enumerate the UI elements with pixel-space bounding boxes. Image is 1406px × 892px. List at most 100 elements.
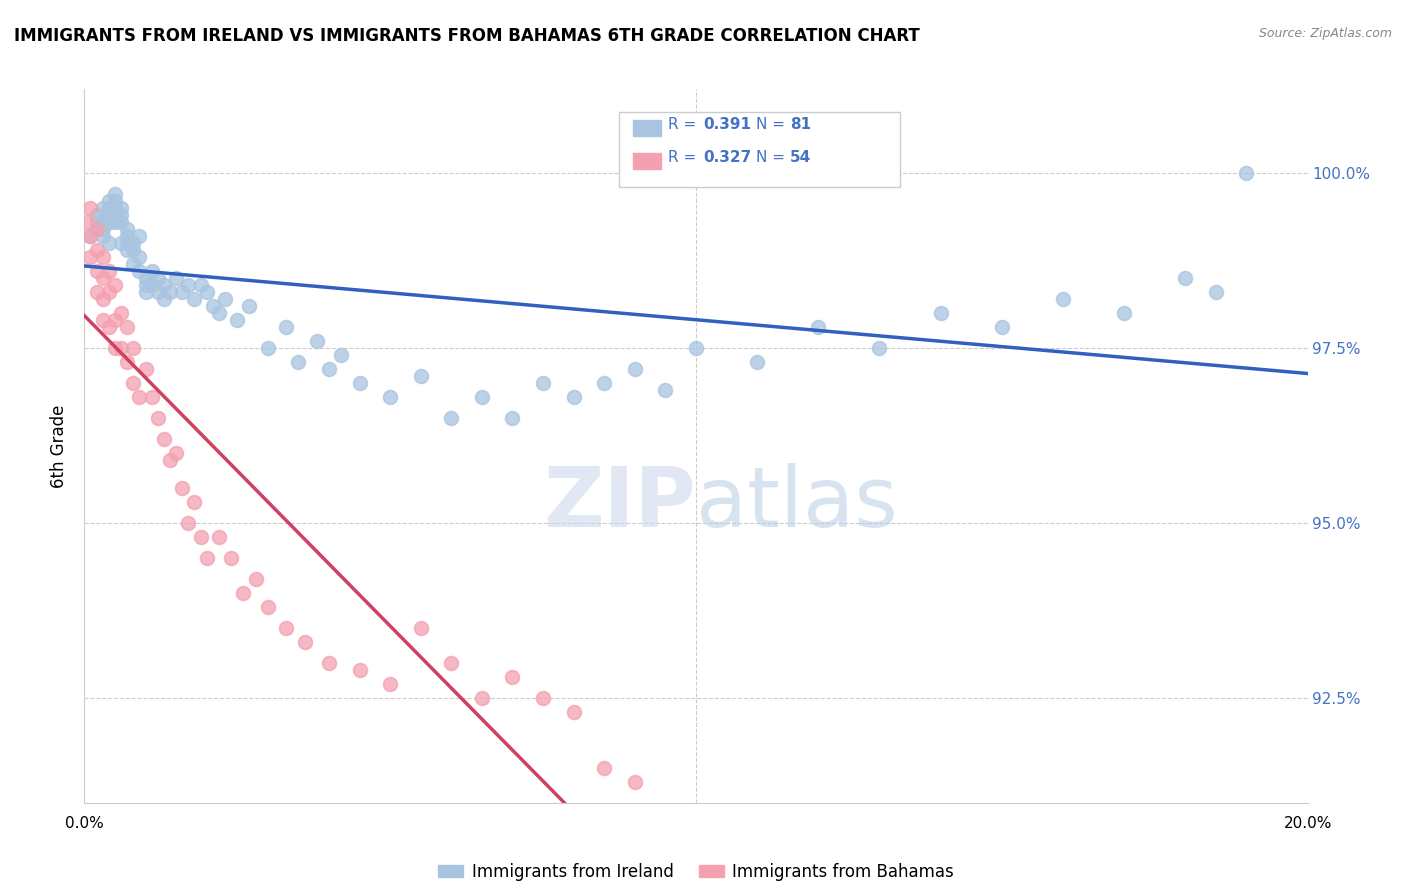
Point xyxy=(128,250,150,264)
Point xyxy=(747,355,769,369)
Point xyxy=(245,572,267,586)
Point xyxy=(104,313,127,327)
Point xyxy=(807,320,830,334)
Point xyxy=(685,341,707,355)
Point xyxy=(104,341,127,355)
Point xyxy=(79,201,101,215)
Point xyxy=(190,530,212,544)
Point xyxy=(238,299,260,313)
Text: R =: R = xyxy=(668,151,702,165)
Point xyxy=(110,208,132,222)
Point xyxy=(86,222,108,236)
Point xyxy=(97,194,120,208)
Point xyxy=(122,236,145,251)
Point xyxy=(141,390,163,404)
Point xyxy=(440,656,463,670)
Point xyxy=(1052,292,1074,306)
Point xyxy=(165,446,187,460)
Point xyxy=(86,208,108,222)
Point xyxy=(380,677,402,691)
Point xyxy=(146,411,169,425)
Point xyxy=(294,635,316,649)
Point xyxy=(110,201,132,215)
Point xyxy=(172,481,194,495)
Point xyxy=(91,215,114,229)
Point xyxy=(1114,306,1136,320)
Point xyxy=(135,362,157,376)
Point xyxy=(104,215,127,229)
Point xyxy=(232,586,254,600)
Point xyxy=(76,215,98,229)
Point xyxy=(122,257,145,271)
Point xyxy=(654,383,676,397)
Point xyxy=(440,411,463,425)
Point xyxy=(562,705,585,719)
Point xyxy=(104,194,127,208)
Point xyxy=(104,208,127,222)
Text: 81: 81 xyxy=(790,118,811,132)
Point xyxy=(79,250,101,264)
Point xyxy=(349,376,371,390)
Text: 0.0%: 0.0% xyxy=(65,816,104,831)
Point xyxy=(330,348,353,362)
Text: 54: 54 xyxy=(790,151,811,165)
Point xyxy=(122,243,145,257)
Point xyxy=(153,432,176,446)
Point xyxy=(115,236,138,251)
Point xyxy=(110,236,132,251)
Point xyxy=(305,334,328,348)
Point xyxy=(86,264,108,278)
Point xyxy=(201,299,224,313)
Point xyxy=(183,495,205,509)
Point xyxy=(195,285,218,299)
Point xyxy=(869,341,891,355)
Point xyxy=(86,215,108,229)
Point xyxy=(128,390,150,404)
Point xyxy=(104,278,127,293)
Point xyxy=(624,774,647,789)
Legend: Immigrants from Ireland, Immigrants from Bahamas: Immigrants from Ireland, Immigrants from… xyxy=(432,856,960,888)
Point xyxy=(624,362,647,376)
Point xyxy=(593,761,616,775)
Point xyxy=(257,599,280,614)
Point xyxy=(991,320,1014,334)
Point xyxy=(122,341,145,355)
Point xyxy=(195,550,218,565)
Point xyxy=(190,278,212,293)
Point xyxy=(146,271,169,285)
Text: 0.391: 0.391 xyxy=(703,118,751,132)
Point xyxy=(1174,271,1197,285)
Text: IMMIGRANTS FROM IRELAND VS IMMIGRANTS FROM BAHAMAS 6TH GRADE CORRELATION CHART: IMMIGRANTS FROM IRELAND VS IMMIGRANTS FR… xyxy=(14,27,920,45)
Point xyxy=(97,236,120,251)
Point xyxy=(318,656,340,670)
Point xyxy=(562,390,585,404)
Point xyxy=(380,390,402,404)
Text: N =: N = xyxy=(756,151,790,165)
Point xyxy=(471,690,494,705)
Point xyxy=(135,285,157,299)
Point xyxy=(349,663,371,677)
Point xyxy=(91,222,114,236)
Point xyxy=(1205,285,1227,299)
Point xyxy=(79,229,101,244)
Point xyxy=(929,306,952,320)
Text: 20.0%: 20.0% xyxy=(1284,816,1331,831)
Point xyxy=(159,453,181,467)
Point xyxy=(153,292,176,306)
Point xyxy=(219,550,242,565)
Y-axis label: 6th Grade: 6th Grade xyxy=(51,404,69,488)
Point xyxy=(502,670,524,684)
Point xyxy=(1236,166,1258,180)
Point xyxy=(115,355,138,369)
Point xyxy=(104,187,127,202)
Point xyxy=(208,306,231,320)
Point xyxy=(287,355,309,369)
Point xyxy=(91,271,114,285)
Point xyxy=(128,264,150,278)
Point xyxy=(177,278,200,293)
Text: 0.327: 0.327 xyxy=(703,151,751,165)
Point xyxy=(91,292,114,306)
Point xyxy=(531,690,554,705)
Point xyxy=(257,341,280,355)
Point xyxy=(110,215,132,229)
